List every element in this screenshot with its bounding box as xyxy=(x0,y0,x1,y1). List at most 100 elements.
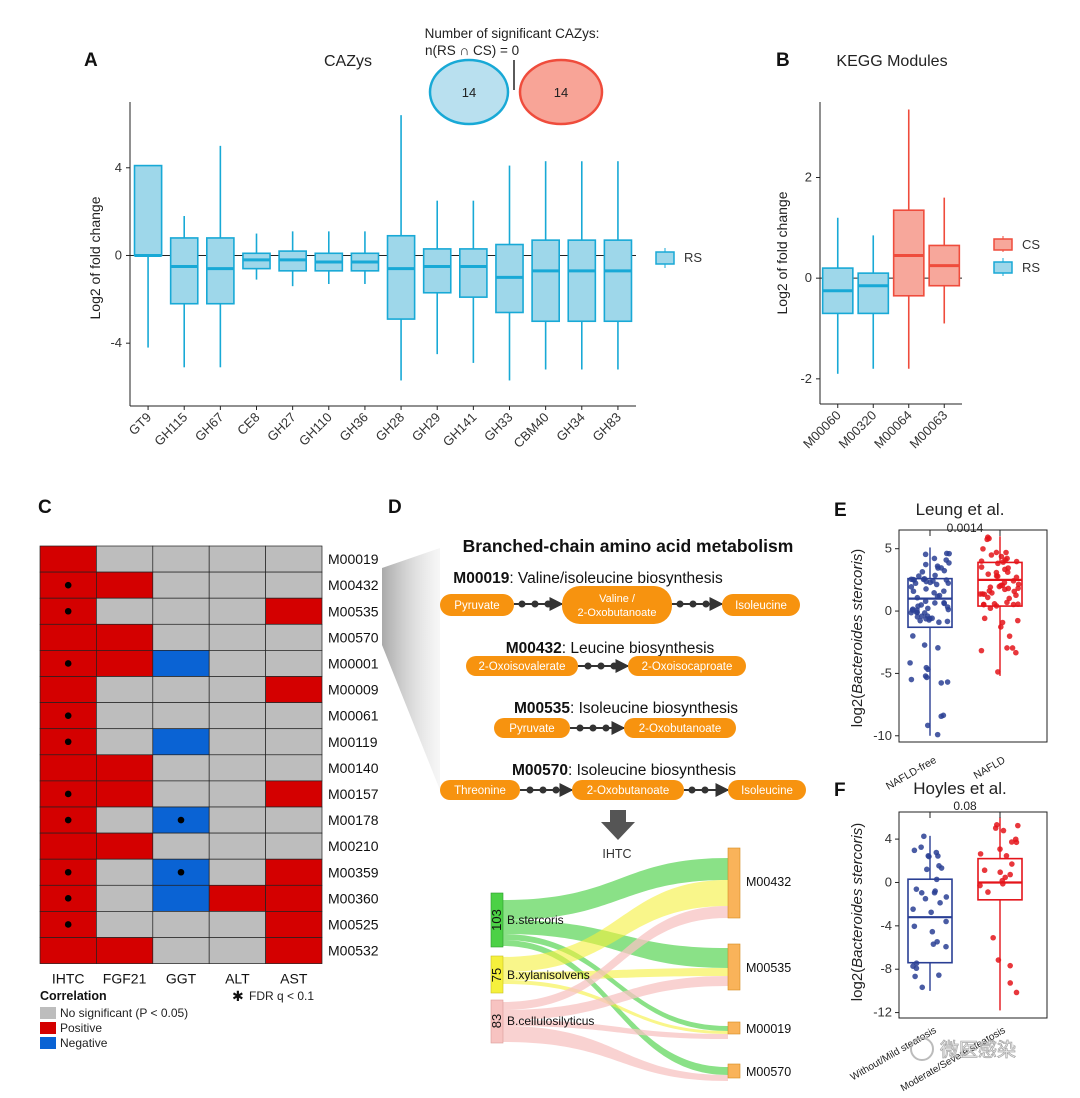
data-point xyxy=(986,588,993,594)
panel-c-label: C xyxy=(38,497,52,518)
dot xyxy=(576,724,584,732)
data-point xyxy=(910,906,916,912)
legend-cs-label: CS xyxy=(1022,237,1040,252)
data-point xyxy=(997,869,1004,876)
module-m00535-id: M00535 xyxy=(514,700,570,717)
heat-cell-M00140-AST xyxy=(265,754,323,782)
module-m00019-id: M00019 xyxy=(453,570,509,587)
x-tick-label: M00063 xyxy=(907,408,951,452)
fdr-dot xyxy=(64,660,72,667)
data-point xyxy=(980,546,986,552)
heat-cell-M00061-FGF21 xyxy=(96,702,154,730)
box-GH67 xyxy=(206,237,235,305)
data-point xyxy=(979,591,986,597)
data-point xyxy=(1013,989,1020,996)
row-label-M00009: M00009 xyxy=(328,682,379,698)
node-valine xyxy=(562,586,672,624)
data-point xyxy=(1013,574,1020,581)
row-label-M00535: M00535 xyxy=(328,603,379,619)
data-point xyxy=(932,600,938,606)
data-point xyxy=(1006,595,1013,602)
data-point xyxy=(1007,980,1014,986)
panel-e-frame xyxy=(898,529,1048,743)
fdr-dot xyxy=(64,921,72,928)
dot xyxy=(518,600,526,608)
legend-rs-swatch xyxy=(655,251,675,265)
dot xyxy=(597,662,605,670)
data-point xyxy=(996,583,1003,590)
panel-e-ylabel: log2(Bacteroides stercoris) xyxy=(849,549,866,727)
data-point xyxy=(990,934,996,941)
node-2-oxobutanoate-2 xyxy=(572,780,684,800)
data-point xyxy=(922,561,929,568)
data-point xyxy=(923,586,929,592)
heat-cell-M00359-ALT xyxy=(208,858,266,886)
box-NAFLD xyxy=(977,561,1023,607)
data-point xyxy=(993,573,1000,579)
data-point xyxy=(936,972,942,978)
heat-cell-M00360-AST xyxy=(265,884,323,912)
data-point xyxy=(932,888,938,894)
data-point xyxy=(941,588,947,594)
fdr-dot xyxy=(64,581,72,589)
data-point xyxy=(908,584,915,590)
data-point xyxy=(914,607,920,613)
y-tick-label: -8 xyxy=(880,961,892,976)
data-point xyxy=(1013,558,1020,565)
data-point xyxy=(935,645,941,651)
x-tick-label: M00060 xyxy=(800,408,844,452)
data-point xyxy=(1014,617,1021,624)
heat-cell-M00525-FGF21 xyxy=(96,911,154,938)
flow-xylanisolvens-m00019 xyxy=(503,980,728,1034)
x-tick-label: M00320 xyxy=(836,408,880,452)
source-count-xylanisolvens: 75 xyxy=(489,968,504,982)
legend-positive-swatch xyxy=(40,1022,56,1034)
ylabel-post: ) xyxy=(849,549,866,554)
panel-b-y-ticks: -2 0 2 xyxy=(800,170,820,386)
col-label-IHTC: IHTC xyxy=(52,971,85,987)
data-point xyxy=(998,624,1004,630)
source-count-cellulosilyticus: 83 xyxy=(489,1014,504,1028)
x-tick-label: GH110 xyxy=(296,410,335,449)
panel-d-label: D xyxy=(388,497,402,518)
x-tick-label: CBM40 xyxy=(510,410,551,451)
legend-rs-b-swatch xyxy=(993,261,1013,274)
panel-a-ylabel: Log2 of fold change xyxy=(87,196,103,319)
panel-f-ylabel: log2(Bacteroides stercoris) xyxy=(849,823,866,1001)
ylabel-italic: Bacteroides stercoris xyxy=(849,553,866,694)
source-name-cellulosilyticus: B.cellulosilyticus xyxy=(507,1014,594,1028)
panel-e-y-ticks: -10 -5 0 5 xyxy=(873,541,899,743)
col-label-ALT: ALT xyxy=(225,971,250,987)
node-2-oxoisocaproate xyxy=(628,656,746,676)
data-point xyxy=(943,943,949,950)
panel-e-plot xyxy=(907,534,1023,738)
y-tick-label: -4 xyxy=(110,335,122,350)
heat-cell-M00210-FGF21 xyxy=(96,832,154,860)
heat-cell-M00525-GGT xyxy=(152,911,210,938)
heat-cell-M00210-IHTC xyxy=(39,832,97,860)
col-label-GGT: GGT xyxy=(166,971,197,987)
box-GH34 xyxy=(567,239,597,323)
panel-a-boxes xyxy=(133,115,633,381)
data-point xyxy=(917,617,923,624)
row-label-M00525: M00525 xyxy=(328,916,379,932)
data-point xyxy=(1003,549,1009,556)
panel-f-title: Hoyles et al. xyxy=(913,779,1007,798)
box-M00320 xyxy=(857,272,890,315)
heat-cell-M00570-GGT xyxy=(152,623,210,651)
data-point xyxy=(919,613,925,619)
panel-f-pvalue: 0.08 xyxy=(953,799,977,813)
node-2-oxobutanoate-2-label: 2-Oxobutanoate xyxy=(587,785,669,797)
heat-cell-M00210-ALT xyxy=(208,832,266,860)
heat-cell-M00140-FGF21 xyxy=(96,754,154,782)
data-point xyxy=(931,589,937,596)
flow-stercoris-m00019 xyxy=(503,934,728,1031)
data-point xyxy=(943,918,949,925)
heat-cell-M00525-AST xyxy=(265,911,323,938)
y-tick-label: -10 xyxy=(873,728,892,743)
y-tick-label: 5 xyxy=(885,541,892,556)
data-point xyxy=(911,923,918,930)
col-label-FGF21: FGF21 xyxy=(103,971,147,987)
